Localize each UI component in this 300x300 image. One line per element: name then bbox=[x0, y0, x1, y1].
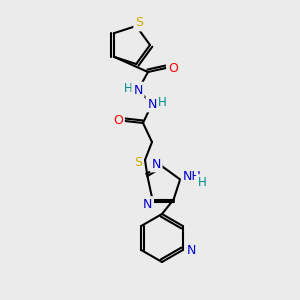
Text: S: S bbox=[134, 155, 142, 169]
Text: H: H bbox=[124, 82, 132, 95]
Text: O: O bbox=[113, 115, 123, 128]
Text: N: N bbox=[151, 158, 161, 170]
Text: H: H bbox=[158, 97, 166, 110]
Text: N: N bbox=[187, 244, 196, 256]
Text: N: N bbox=[147, 98, 157, 110]
Text: H: H bbox=[198, 176, 206, 189]
Text: S: S bbox=[135, 16, 143, 29]
Text: NH: NH bbox=[183, 170, 202, 183]
Text: N: N bbox=[143, 198, 152, 211]
Text: O: O bbox=[168, 61, 178, 74]
Text: N: N bbox=[133, 83, 143, 97]
